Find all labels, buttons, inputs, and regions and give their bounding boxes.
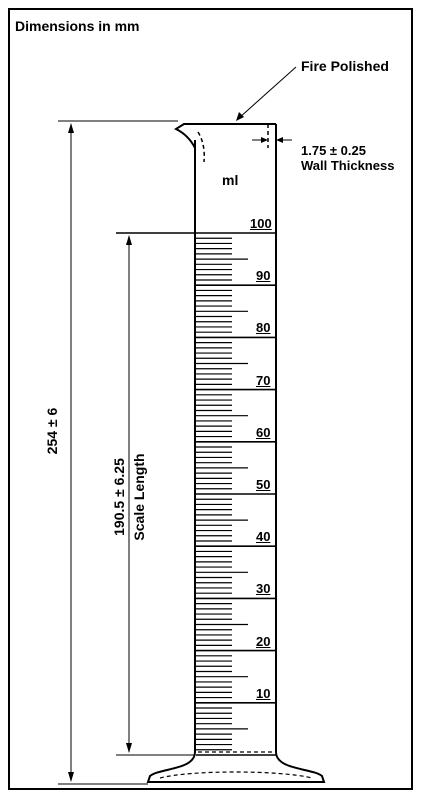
scale-label-90: 90 (256, 268, 271, 284)
scale-label-20: 20 (256, 633, 271, 649)
scale-label-30: 30 (256, 581, 271, 597)
spout-dashed-inner (197, 131, 205, 163)
title: Dimensions in mm (15, 18, 140, 34)
scale-label-70: 70 (256, 372, 271, 388)
diagram-frame (8, 8, 413, 790)
scale-label-50: 50 (256, 477, 271, 492)
scale-length-value: 190.5 ± 6.25 (111, 458, 127, 536)
cylinder-spout (173, 123, 276, 149)
wall-arrow-right (276, 137, 283, 143)
overall-arrow-top (68, 123, 74, 133)
scale-arrow-bottom (126, 743, 132, 753)
base-dashed-inner (159, 771, 313, 779)
scale-label-40: 40 (256, 529, 271, 545)
fire-polished-label: Fire Polished (301, 58, 389, 74)
unit-label: ml (222, 172, 239, 188)
fire-polished-leader (238, 66, 297, 119)
overall-height-label: 254 ± 6 (44, 407, 60, 455)
cylinder-base (146, 751, 326, 783)
wall-thickness-label: Wall Thickness (301, 158, 395, 173)
scale-label-60: 60 (256, 424, 271, 440)
overall-arrow-bottom (68, 772, 74, 782)
scale-length-label: Scale Length (131, 453, 147, 541)
fire-polished-arrow (236, 112, 244, 121)
scale-label-10: 10 (256, 685, 271, 701)
wall-thickness-value: 1.75 ± 0.25 (301, 143, 366, 158)
graduation-ticks (196, 232, 276, 756)
scale-arrow-top (126, 235, 132, 245)
scale-label-100: 100 (250, 216, 272, 231)
scale-label-80: 80 (256, 320, 271, 336)
wall-arrow-left (261, 137, 268, 143)
